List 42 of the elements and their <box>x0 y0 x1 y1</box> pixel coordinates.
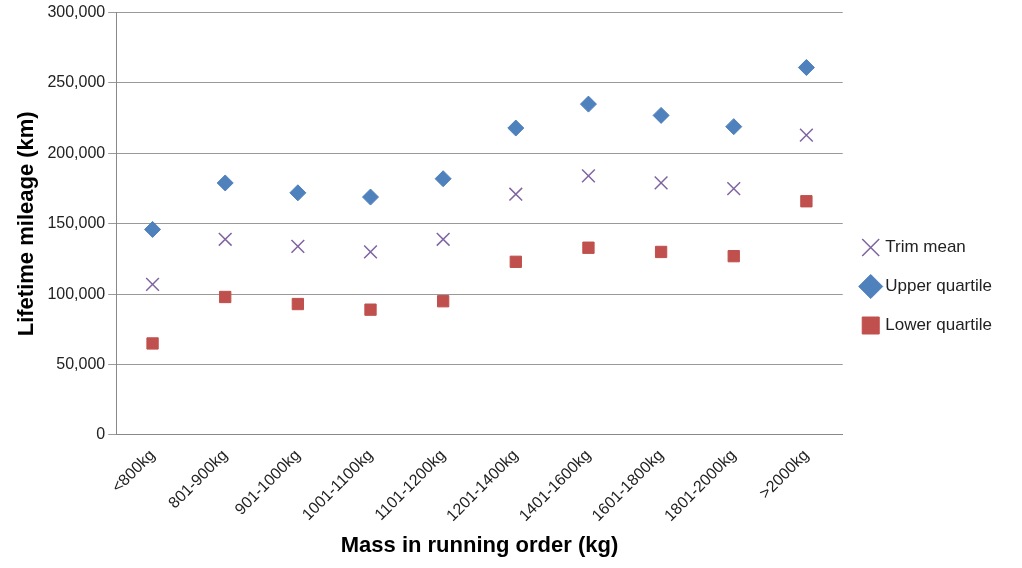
point <box>363 244 378 260</box>
point <box>726 181 741 196</box>
point <box>364 303 377 316</box>
y-tick-label: 0 <box>96 425 106 443</box>
point <box>582 241 595 254</box>
point <box>434 170 452 188</box>
point <box>725 118 743 136</box>
point <box>799 127 814 143</box>
point <box>507 119 525 137</box>
y-tick-label: 300,000 <box>47 3 106 21</box>
point <box>581 168 596 184</box>
point <box>291 297 305 311</box>
y-tick-label: 200,000 <box>47 143 106 161</box>
point <box>289 184 307 202</box>
point <box>508 187 523 202</box>
x-axis-title: Mass in running order (kg) <box>340 531 619 557</box>
point <box>653 175 669 191</box>
point <box>727 250 740 263</box>
point <box>654 245 668 259</box>
point <box>145 277 160 292</box>
y-tick-label: 250,000 <box>47 73 106 91</box>
point <box>579 95 597 113</box>
point <box>218 232 233 247</box>
y-tick-label: 150,000 <box>47 214 106 232</box>
point <box>219 290 232 304</box>
point <box>144 220 162 238</box>
legend-label: Lower quartile <box>885 315 992 335</box>
point <box>652 106 670 124</box>
point <box>216 174 234 192</box>
point <box>800 195 813 208</box>
y-tick-label: 100,000 <box>47 284 106 302</box>
point <box>146 337 159 350</box>
point <box>797 59 815 77</box>
y-tick-label: 50,000 <box>56 354 106 372</box>
point <box>362 188 380 206</box>
point <box>437 295 450 308</box>
point <box>290 239 305 254</box>
y-axis-title: Lifetime mileage (km) <box>13 111 39 337</box>
point <box>509 255 522 268</box>
legend-label: Upper quartile <box>885 276 992 296</box>
point <box>436 232 451 247</box>
legend-label: Trim mean <box>885 237 966 257</box>
